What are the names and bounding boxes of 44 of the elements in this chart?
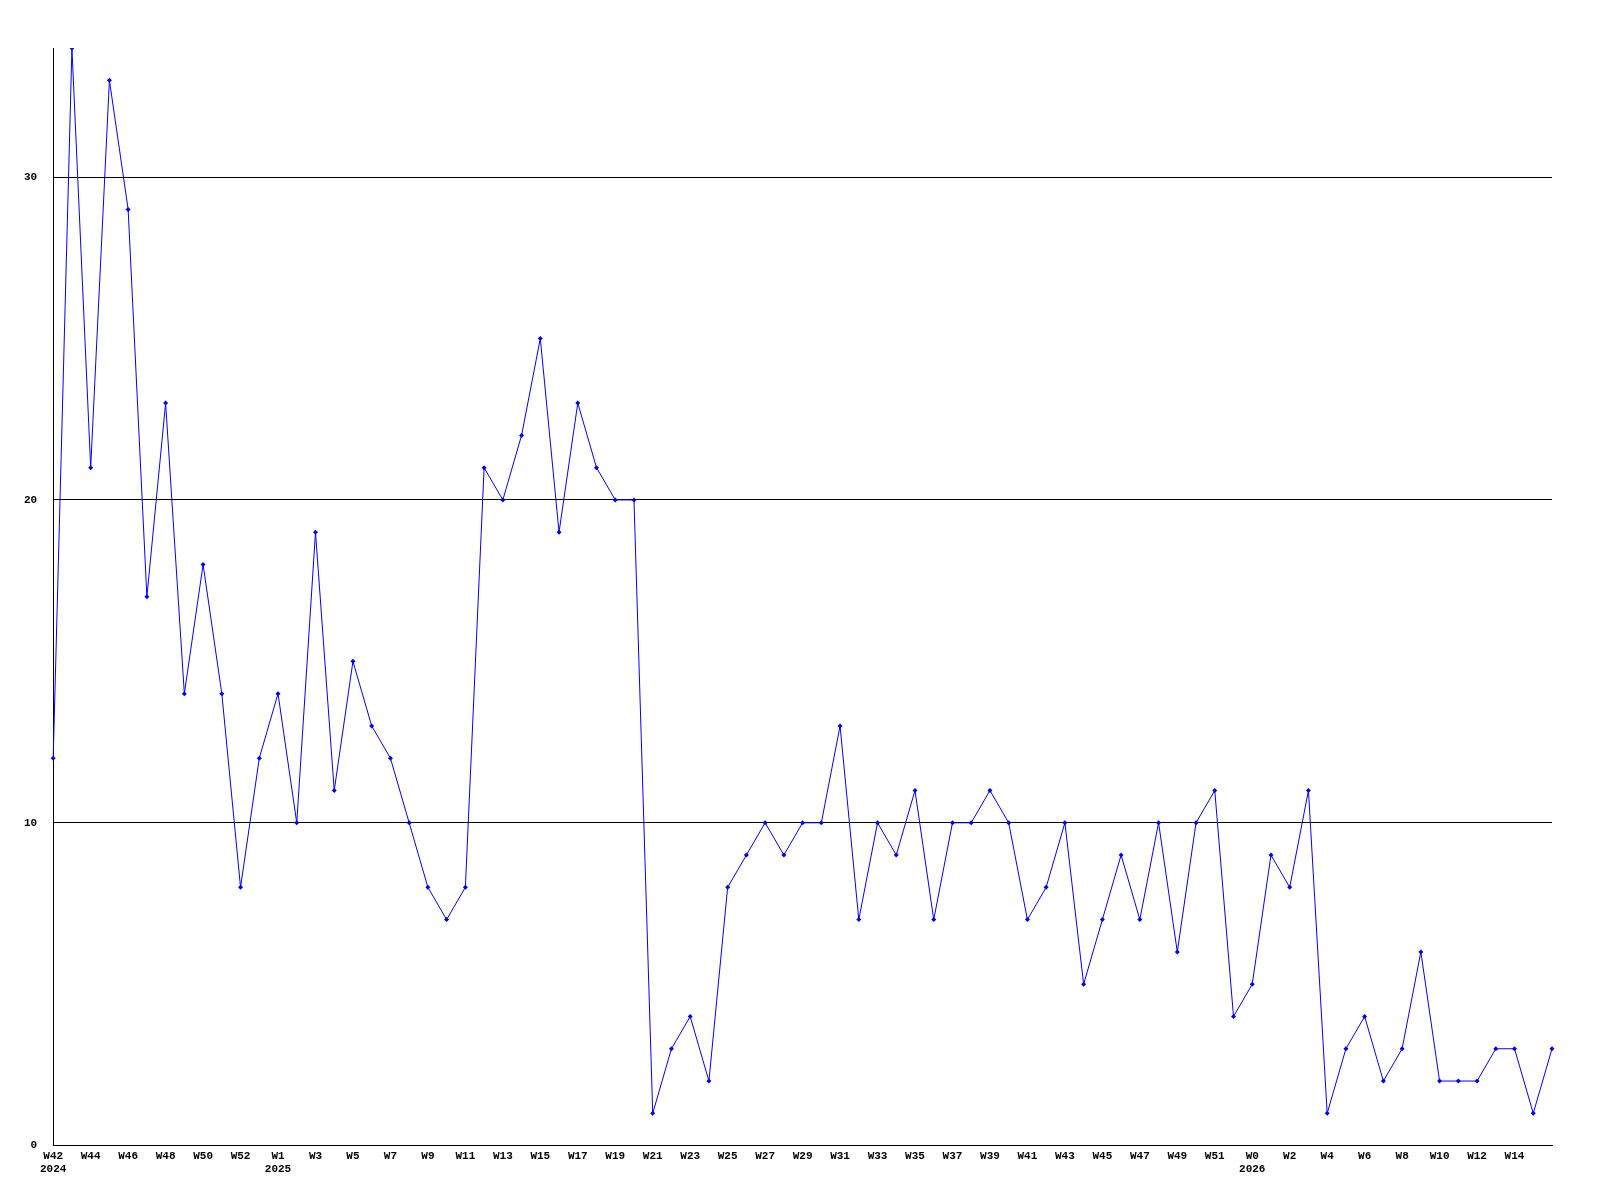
x-tick-label: W51 <box>1204 1149 1226 1162</box>
x-tick-label: W48 <box>155 1149 176 1162</box>
x-tick-label: W37 <box>942 1149 963 1162</box>
x-tick-label: W31 <box>830 1149 851 1162</box>
x-tick-label: W17 <box>567 1149 588 1162</box>
x-tick-label: W50 <box>193 1149 213 1162</box>
x-tick-label: W9 <box>421 1149 435 1162</box>
x-tick-label: W44 <box>80 1149 101 1162</box>
x-tick-label: W43 <box>1054 1149 1076 1162</box>
x-tick-label: W0 2026 <box>1239 1149 1266 1176</box>
x-tick-label: W11 <box>455 1149 476 1162</box>
x-tick-label: W21 <box>642 1149 664 1162</box>
x-tick-label: W3 <box>308 1149 323 1162</box>
x-tick-label: W14 <box>1504 1149 1525 1162</box>
y-tick-label: 10 <box>24 816 38 829</box>
x-tick-label: W49 <box>1167 1149 1188 1162</box>
x-tick-label: W10 <box>1429 1149 1450 1162</box>
y-tick-label: 20 <box>24 493 38 506</box>
y-tick-label: 0 <box>30 1139 38 1152</box>
x-tick-label: W13 <box>492 1149 514 1162</box>
x-tick-label: W52 <box>230 1149 251 1162</box>
x-tick-label: W27 <box>755 1149 776 1162</box>
x-tick-label: W45 <box>1092 1149 1113 1162</box>
x-tick-label: W42 2024 <box>40 1149 67 1176</box>
x-tick-label: W47 <box>1129 1149 1150 1162</box>
x-tick-label: W41 <box>1017 1149 1038 1162</box>
x-tick-label: W12 <box>1467 1149 1487 1162</box>
y-tick-label: 30 <box>24 170 38 183</box>
x-tick-label: W46 <box>118 1149 139 1162</box>
x-tick-label: W6 <box>1358 1149 1372 1162</box>
x-tick-label: W33 <box>867 1149 888 1162</box>
x-tick-label: W2 <box>1283 1149 1297 1162</box>
x-tick-label: W7 <box>383 1149 398 1162</box>
x-tick-label: W23 <box>680 1149 701 1162</box>
x-tick-label: W35 <box>905 1149 926 1162</box>
x-tick-label: W4 <box>1320 1149 1335 1162</box>
x-tick-label: W39 <box>980 1149 1000 1162</box>
x-tick-label: W15 <box>530 1149 551 1162</box>
x-tick-label: W29 <box>792 1149 813 1162</box>
x-tick-label: W25 <box>717 1149 738 1162</box>
x-tick-label: W19 <box>605 1149 626 1162</box>
x-tick-label: W1 2025 <box>264 1149 292 1176</box>
x-tick-label: W5 <box>346 1149 360 1162</box>
x-tick-label: W8 <box>1395 1149 1410 1162</box>
